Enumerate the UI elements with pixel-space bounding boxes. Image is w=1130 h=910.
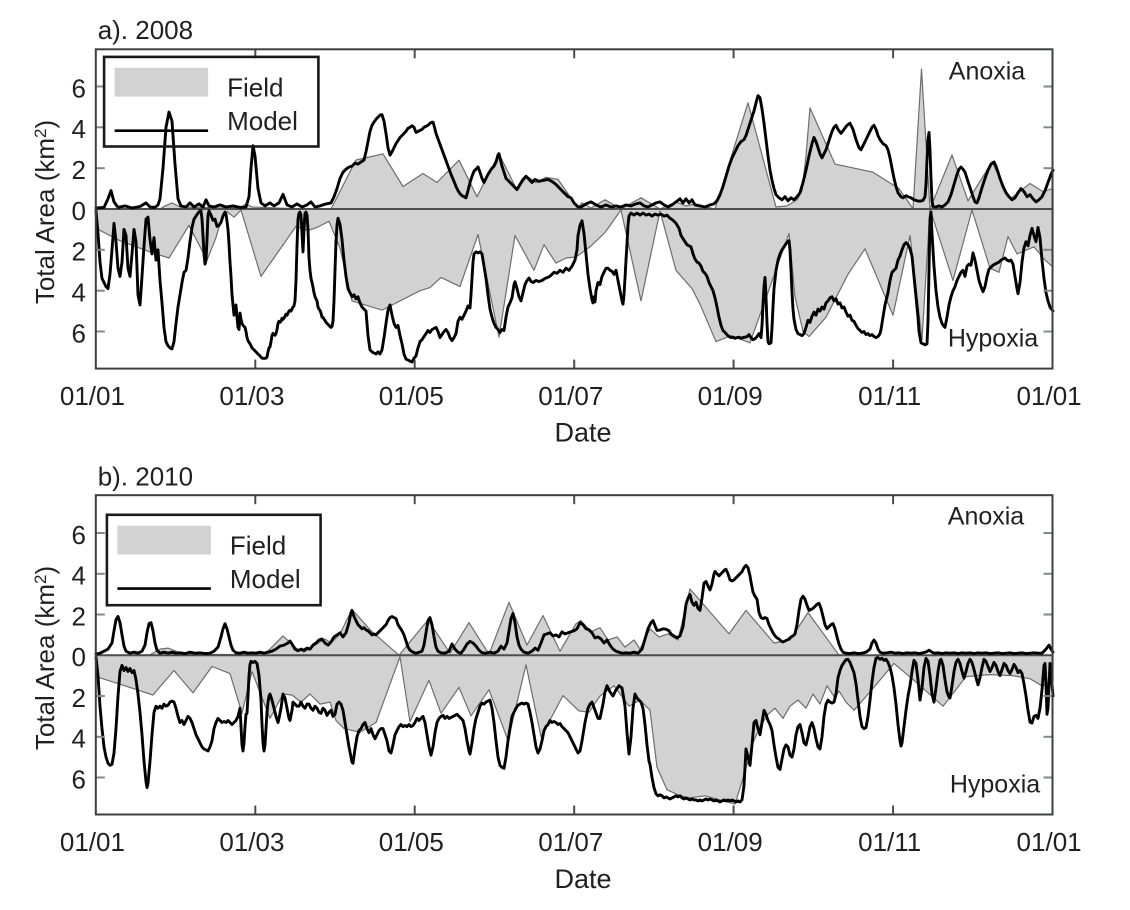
svg-text:01/07: 01/07 — [538, 827, 603, 857]
svg-text:01/01: 01/01 — [60, 381, 125, 411]
svg-text:01/03: 01/03 — [219, 381, 284, 411]
svg-text:6: 6 — [72, 520, 86, 550]
svg-text:Model: Model — [230, 564, 301, 594]
svg-text:01/01: 01/01 — [1017, 381, 1082, 411]
svg-text:2: 2 — [72, 601, 86, 631]
svg-text:Field: Field — [227, 72, 283, 102]
svg-text:01/01: 01/01 — [1017, 827, 1082, 857]
svg-text:01/05: 01/05 — [379, 381, 444, 411]
svg-text:01/03: 01/03 — [219, 827, 284, 857]
svg-text:01/11: 01/11 — [858, 827, 921, 857]
svg-text:2: 2 — [72, 683, 86, 713]
svg-text:Hypoxia: Hypoxia — [948, 325, 1038, 353]
svg-text:Field: Field — [230, 530, 286, 560]
svg-text:01/09: 01/09 — [698, 381, 763, 411]
svg-text:01/11: 01/11 — [858, 381, 921, 411]
svg-text:4: 4 — [72, 561, 86, 591]
svg-text:a). 2008: a). 2008 — [98, 15, 193, 45]
svg-text:6: 6 — [72, 318, 86, 348]
svg-text:6: 6 — [72, 73, 86, 103]
svg-text:4: 4 — [72, 724, 86, 754]
svg-text:Total Area (km2): Total Area (km2) — [30, 566, 60, 750]
svg-text:Date: Date — [554, 418, 611, 448]
svg-text:b). 2010: b). 2010 — [98, 462, 193, 492]
svg-text:Total Area (km2): Total Area (km2) — [30, 120, 60, 304]
svg-text:Anoxia: Anoxia — [948, 503, 1025, 531]
svg-text:01/07: 01/07 — [538, 381, 603, 411]
svg-text:01/09: 01/09 — [698, 827, 763, 857]
svg-text:Anoxia: Anoxia — [949, 58, 1026, 86]
svg-text:2: 2 — [72, 155, 86, 185]
svg-text:2: 2 — [72, 237, 86, 267]
svg-text:0: 0 — [72, 196, 86, 226]
svg-text:Hypoxia: Hypoxia — [950, 770, 1040, 798]
svg-text:Model: Model — [227, 106, 298, 136]
svg-text:6: 6 — [72, 764, 86, 794]
svg-text:4: 4 — [72, 278, 86, 308]
svg-text:Date: Date — [554, 864, 611, 894]
svg-text:01/05: 01/05 — [379, 827, 444, 857]
svg-text:0: 0 — [72, 642, 86, 672]
svg-text:01/01: 01/01 — [60, 827, 125, 857]
svg-text:4: 4 — [72, 114, 86, 144]
